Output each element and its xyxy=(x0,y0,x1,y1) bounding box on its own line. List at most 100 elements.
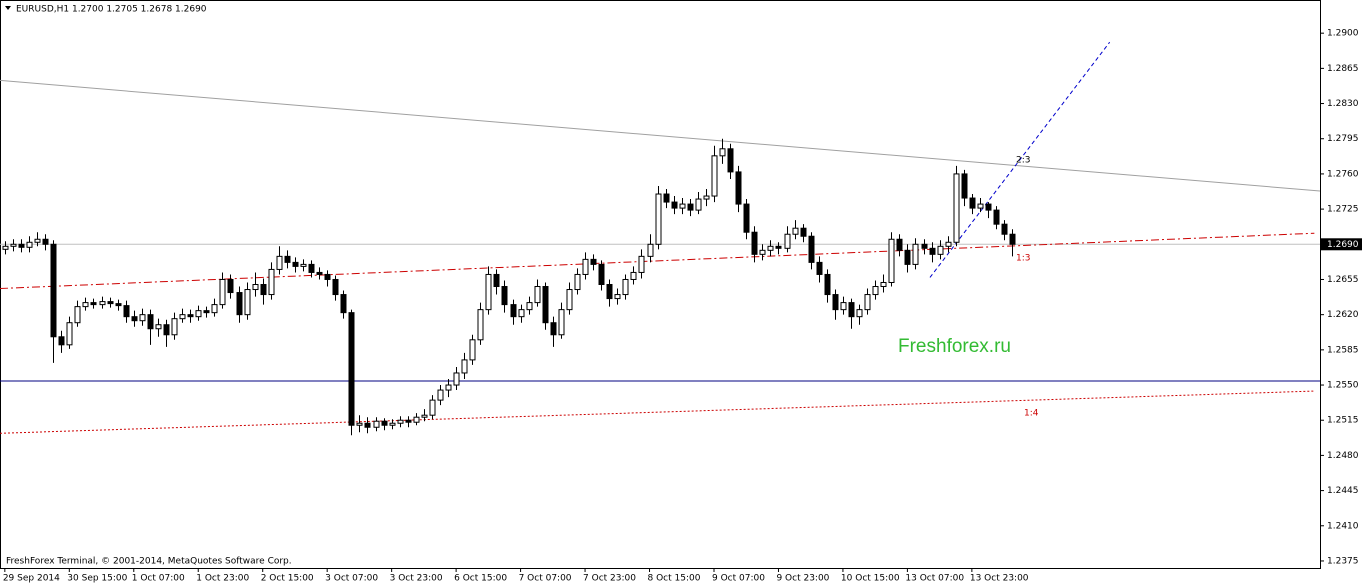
candle-body xyxy=(2,245,9,250)
candle-body xyxy=(840,302,847,311)
candle-body xyxy=(107,301,114,305)
y-tick-label: 1.2445 xyxy=(1327,486,1359,496)
menu-arrow[interactable] xyxy=(5,6,11,10)
candle-body xyxy=(284,255,291,263)
candle-body xyxy=(453,372,460,386)
y-tick-label: 1.2865 xyxy=(1327,64,1359,74)
candle-body xyxy=(364,422,371,428)
candle-body xyxy=(469,339,476,361)
x-tick-label: 6 Oct 15:00 xyxy=(454,574,507,584)
y-tick-label: 1.2795 xyxy=(1327,134,1359,144)
candle-body xyxy=(139,314,146,322)
candle-body xyxy=(735,171,742,205)
candle-body xyxy=(389,422,396,426)
candle-body xyxy=(518,309,525,318)
candle-body xyxy=(74,306,81,324)
candle-body xyxy=(211,304,218,314)
candle-body xyxy=(244,289,251,316)
footer: FreshForex Terminal, © 2001-2014, MetaQu… xyxy=(6,557,292,567)
candle-body xyxy=(236,292,243,316)
last-price-box xyxy=(1321,238,1362,251)
candle-body xyxy=(937,245,944,255)
candle-body xyxy=(99,301,106,306)
candle-body xyxy=(34,238,41,243)
candle-body xyxy=(856,309,863,318)
candle-body xyxy=(260,284,267,296)
candle-body xyxy=(921,243,928,249)
y-tick-label: 1.2515 xyxy=(1327,416,1359,426)
candle-body xyxy=(163,324,170,336)
annotation: 1:3 xyxy=(1016,254,1030,264)
candle-body xyxy=(219,278,226,306)
candle-body xyxy=(912,243,919,265)
candle-body xyxy=(493,273,500,288)
candle-body xyxy=(969,197,976,209)
candle-body xyxy=(622,278,629,296)
candle-body xyxy=(832,294,839,311)
candle-body xyxy=(324,273,331,280)
candle-body xyxy=(477,309,484,341)
candle-body xyxy=(945,241,952,247)
watermark: Freshforex.ru xyxy=(898,336,1011,357)
candle-body xyxy=(461,359,468,374)
candle-body xyxy=(872,286,879,296)
candle-body xyxy=(1009,233,1016,245)
candle-body xyxy=(82,302,89,308)
plot-frame xyxy=(0,0,1321,569)
annotation: 2:3 xyxy=(1016,156,1030,166)
candle-body xyxy=(550,322,557,336)
chart-title: EURUSD,H1 1.2700 1.2705 1.2678 1.2690 xyxy=(16,5,207,15)
candle-body xyxy=(429,399,436,416)
candle-body xyxy=(977,203,984,209)
x-tick-label: 10 Oct 15:00 xyxy=(841,574,900,584)
candle-body xyxy=(203,310,210,314)
candle-body xyxy=(147,314,154,330)
candle-body xyxy=(90,302,97,306)
x-tick-label: 13 Oct 23:00 xyxy=(970,574,1029,584)
y-tick-label: 1.2830 xyxy=(1327,99,1359,109)
x-tick-label: 13 Oct 07:00 xyxy=(905,574,964,584)
y-tick-label: 1.2480 xyxy=(1327,451,1359,461)
candle-body xyxy=(187,314,194,318)
y-tick-label: 1.2760 xyxy=(1327,169,1359,179)
candle-body xyxy=(727,148,734,173)
y-tick-label: 1.2725 xyxy=(1327,205,1359,215)
x-tick-label: 29 Sep 2014 xyxy=(3,574,60,584)
candle-body xyxy=(687,203,694,211)
candle-body xyxy=(66,322,73,346)
candle-body xyxy=(171,318,178,336)
trend-line xyxy=(0,79,1321,192)
candle-body xyxy=(775,245,782,249)
candle-body xyxy=(542,286,549,324)
candle-body xyxy=(115,303,122,307)
candle-body xyxy=(719,148,726,157)
candle-body xyxy=(316,271,323,275)
candle-body xyxy=(42,238,49,245)
x-tick-label: 3 Oct 07:00 xyxy=(325,574,378,584)
candle-body xyxy=(566,289,573,311)
candle-body xyxy=(582,258,589,275)
candle-body xyxy=(671,201,678,209)
marks xyxy=(0,41,1321,436)
last-price-label: 1.2690 xyxy=(1327,240,1359,250)
candle-body xyxy=(590,258,597,265)
candle-body xyxy=(767,245,774,251)
trend-line xyxy=(929,41,1111,278)
candle-body xyxy=(953,173,960,243)
candle-body xyxy=(663,193,670,203)
candle-body xyxy=(679,203,686,209)
candle-body xyxy=(195,310,202,318)
candle-body xyxy=(373,420,380,428)
x-tick-label: 2 Oct 15:00 xyxy=(261,574,314,584)
candle-body xyxy=(896,238,903,251)
candle-body xyxy=(759,249,766,255)
candle-body xyxy=(574,273,581,291)
candle-body xyxy=(332,278,339,296)
annotation: 1:4 xyxy=(1024,409,1039,419)
x-tick-label: 8 Oct 15:00 xyxy=(648,574,701,584)
candle-body xyxy=(123,305,130,318)
candle-body xyxy=(356,422,363,426)
candle-body xyxy=(743,203,750,233)
trend-line xyxy=(0,232,1315,290)
